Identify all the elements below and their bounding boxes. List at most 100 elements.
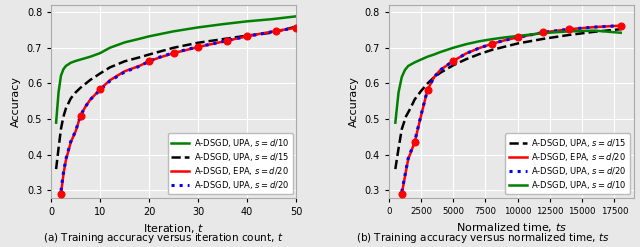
A-DSGD, UPA, $s = d/15$ (106, 66, 114, 69)
A-DSGD, UPA, $s = d/10$ (57, 74, 65, 77)
A-DSGD, EPA, $s = d/20$ (106, 79, 114, 82)
A-DSGD, UPA, $s = d/20$ (155, 56, 163, 59)
A-DSGD, UPA, $s = d/20$ (449, 60, 457, 62)
A-DSGD, UPA, $s = d/20$ (92, 93, 99, 96)
A-DSGD, EPA, $s = d/20$ (155, 56, 163, 59)
A-DSGD, UPA, $s = d/10$ (82, 57, 90, 60)
A-DSGD, UPA, $s = d/10$ (243, 20, 251, 23)
A-DSGD, EPA, $s = d/20$ (145, 60, 153, 63)
A-DSGD, EPA, $s = d/20$ (462, 52, 470, 55)
A-DSGD, UPA, $s = d/10$ (617, 31, 625, 34)
A-DSGD, UPA, $s = d/15$ (411, 98, 419, 101)
A-DSGD, EPA, $s = d/20$ (273, 29, 280, 32)
A-DSGD, EPA, $s = d/20$ (82, 105, 90, 108)
A-DSGD, UPA, $s = d/20$ (424, 88, 431, 91)
A-DSGD, EPA, $s = d/20$ (121, 70, 129, 73)
A-DSGD, UPA, $s = d/10$ (514, 35, 522, 38)
Line: A-DSGD, UPA, $s = d/15$: A-DSGD, UPA, $s = d/15$ (56, 27, 296, 169)
A-DSGD, EPA, $s = d/20$ (60, 173, 67, 176)
A-DSGD, EPA, $s = d/20$ (417, 114, 425, 117)
Text: (b) Training accuracy versus normalized time, $ts$: (b) Training accuracy versus normalized … (356, 230, 610, 245)
A-DSGD, EPA, $s = d/20$ (62, 159, 70, 162)
A-DSGD, UPA, $s = d/15$ (86, 78, 94, 81)
A-DSGD, UPA, $s = d/15$ (565, 33, 573, 36)
A-DSGD, UPA, $s = d/10$ (67, 61, 75, 64)
A-DSGD, UPA, $s = d/15$ (77, 86, 84, 89)
A-DSGD, UPA, $s = d/10$ (96, 52, 104, 55)
A-DSGD, UPA, $s = d/20$ (430, 76, 438, 79)
A-DSGD, UPA, $s = d/10$ (449, 46, 457, 49)
A-DSGD, UPA, $s = d/15$ (54, 147, 62, 150)
A-DSGD, UPA, $s = d/15$ (194, 41, 202, 44)
A-DSGD, UPA, $s = d/20$ (145, 60, 153, 63)
A-DSGD, UPA, $s = d/15$ (219, 38, 227, 41)
A-DSGD, UPA, $s = d/20$ (404, 157, 412, 160)
A-DSGD, EPA, $s = d/20$ (209, 42, 216, 45)
A-DSGD, UPA, $s = d/15$ (417, 89, 425, 92)
Line: A-DSGD, EPA, $s = d/20$: A-DSGD, EPA, $s = d/20$ (61, 28, 296, 194)
A-DSGD, UPA, $s = d/10$ (92, 53, 99, 56)
A-DSGD, EPA, $s = d/20$ (243, 35, 251, 38)
A-DSGD, EPA, $s = d/20$ (170, 52, 177, 55)
A-DSGD, EPA, $s = d/20$ (292, 26, 300, 29)
A-DSGD, UPA, $s = d/10$ (77, 58, 84, 61)
Line: A-DSGD, UPA, $s = d/10$: A-DSGD, UPA, $s = d/10$ (56, 16, 296, 123)
A-DSGD, UPA, $s = d/10$ (565, 30, 573, 33)
A-DSGD, UPA, $s = d/20$ (170, 51, 177, 54)
A-DSGD, UPA, $s = d/15$ (136, 56, 143, 59)
A-DSGD, UPA, $s = d/20$ (194, 45, 202, 48)
A-DSGD, EPA, $s = d/20$ (404, 158, 412, 161)
A-DSGD, UPA, $s = d/10$ (145, 35, 153, 38)
A-DSGD, UPA, $s = d/20$ (67, 140, 75, 143)
A-DSGD, UPA, $s = d/20$ (223, 39, 231, 42)
A-DSGD, UPA, $s = d/20$ (96, 88, 104, 91)
A-DSGD, UPA, $s = d/20$ (292, 26, 300, 29)
A-DSGD, UPA, $s = d/20$ (106, 80, 114, 82)
A-DSGD, UPA, $s = d/15$ (82, 82, 90, 85)
A-DSGD, UPA, $s = d/10$ (121, 41, 129, 44)
A-DSGD, UPA, $s = d/10$ (404, 64, 412, 67)
A-DSGD, UPA, $s = d/10$ (86, 55, 94, 58)
A-DSGD, EPA, $s = d/20$ (501, 39, 509, 42)
A-DSGD, EPA, $s = d/20$ (449, 60, 457, 62)
Y-axis label: Accuracy: Accuracy (349, 76, 359, 127)
A-DSGD, EPA, $s = d/20$ (411, 141, 419, 144)
A-DSGD, UPA, $s = d/10$ (52, 121, 60, 124)
A-DSGD, UPA, $s = d/15$ (449, 64, 457, 67)
A-DSGD, UPA, $s = d/10$ (424, 55, 431, 58)
Line: A-DSGD, UPA, $s = d/10$: A-DSGD, UPA, $s = d/10$ (396, 31, 621, 123)
A-DSGD, EPA, $s = d/20$ (136, 64, 143, 67)
Text: (a) Training accuracy versus iteration count, $t$: (a) Training accuracy versus iteration c… (43, 230, 284, 245)
X-axis label: Iteration, $t$: Iteration, $t$ (143, 222, 204, 235)
A-DSGD, UPA, $s = d/20$ (60, 171, 67, 174)
A-DSGD, UPA, $s = d/15$ (424, 82, 431, 85)
A-DSGD, UPA, $s = d/15$ (476, 53, 483, 56)
A-DSGD, UPA, $s = d/10$ (398, 76, 406, 79)
A-DSGD, UPA, $s = d/10$ (430, 53, 438, 56)
A-DSGD, UPA, $s = d/15$ (60, 115, 67, 118)
A-DSGD, UPA, $s = d/10$ (411, 61, 419, 64)
A-DSGD, UPA, $s = d/20$ (540, 31, 547, 34)
A-DSGD, UPA, $s = d/15$ (121, 60, 129, 63)
A-DSGD, UPA, $s = d/10$ (268, 18, 275, 21)
A-DSGD, UPA, $s = d/15$ (617, 28, 625, 31)
A-DSGD, UPA, $s = d/20$ (184, 48, 192, 51)
A-DSGD, UPA, $s = d/20$ (258, 32, 266, 35)
A-DSGD, UPA, $s = d/10$ (392, 121, 399, 124)
Line: A-DSGD, UPA, $s = d/15$: A-DSGD, UPA, $s = d/15$ (396, 29, 621, 169)
A-DSGD, UPA, $s = d/10$ (106, 46, 114, 49)
A-DSGD, UPA, $s = d/10$ (436, 51, 444, 54)
A-DSGD, UPA, $s = d/20$ (417, 113, 425, 116)
A-DSGD, UPA, $s = d/20$ (57, 189, 65, 192)
A-DSGD, UPA, $s = d/10$ (462, 43, 470, 46)
A-DSGD, UPA, $s = d/15$ (514, 42, 522, 45)
A-DSGD, UPA, $s = d/20$ (72, 129, 79, 132)
A-DSGD, UPA, $s = d/10$ (219, 23, 227, 26)
A-DSGD, UPA, $s = d/15$ (170, 46, 177, 49)
A-DSGD, UPA, $s = d/20$ (617, 24, 625, 27)
A-DSGD, UPA, $s = d/15$ (67, 97, 75, 100)
Legend: A-DSGD, UPA, $s = d/10$, A-DSGD, UPA, $s = d/15$, A-DSGD, EPA, $s = d/20$, A-DSG: A-DSGD, UPA, $s = d/10$, A-DSGD, UPA, $s… (168, 133, 292, 194)
A-DSGD, UPA, $s = d/15$ (402, 115, 410, 118)
A-DSGD, UPA, $s = d/10$ (72, 60, 79, 62)
A-DSGD, UPA, $s = d/10$ (194, 26, 202, 29)
